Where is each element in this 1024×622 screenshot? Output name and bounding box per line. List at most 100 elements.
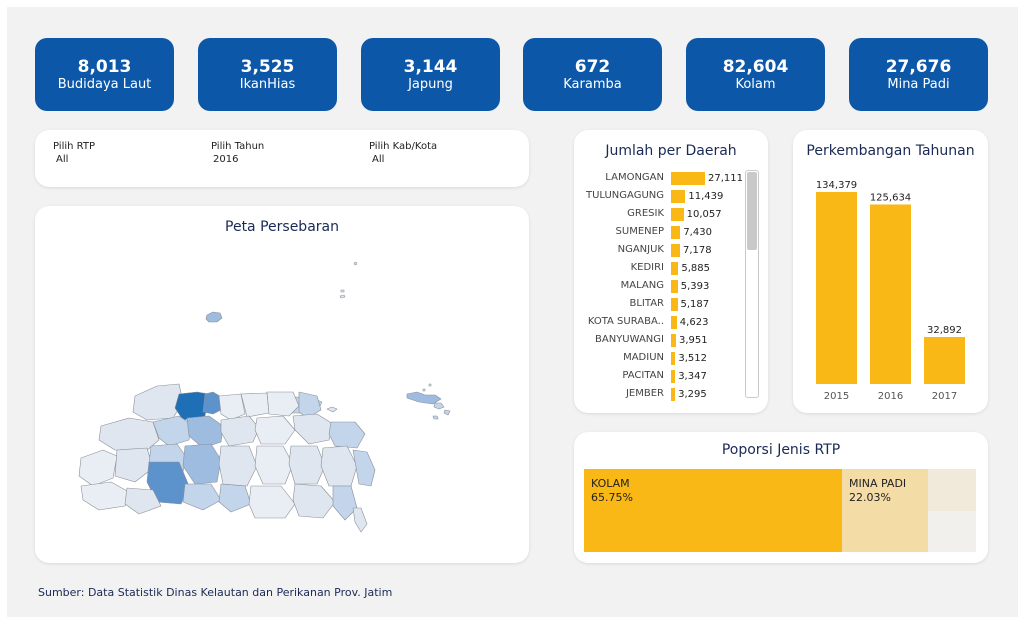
region-row[interactable]: BLITAR 5,187: [574, 296, 768, 314]
region-card: Jumlah per Daerah LAMONGAN 27,111 TULUNGAG…: [574, 130, 768, 413]
treemap-pct: 65.75%: [591, 491, 633, 504]
region-title: Jumlah per Daerah: [605, 143, 737, 159]
region-row[interactable]: KEDIRI 5,885: [574, 260, 768, 278]
treemap-card: Poporsi Jenis RTP KOLAM 65.75% MINA PADI…: [574, 432, 988, 563]
region-value: 5,187: [680, 299, 710, 310]
region-value: 5,885: [681, 263, 711, 274]
kpi-label: Mina Padi: [887, 77, 950, 92]
year-tick-label: 2016: [878, 391, 903, 402]
region-bar: [671, 262, 679, 275]
year-tick-label: 2015: [824, 391, 849, 402]
year-bar[interactable]: [870, 204, 911, 384]
region-name: MALANG: [620, 280, 664, 291]
kpi-card-ikanhias[interactable]: 3,525 IkanHias: [198, 38, 337, 111]
kpi-label: Karamba: [563, 77, 622, 92]
region-bar: [671, 190, 686, 203]
region-name: KOTA SURABA..: [587, 316, 664, 327]
region-row[interactable]: MADIUN 3,512: [574, 350, 768, 368]
kpi-label: Kolam: [735, 77, 776, 92]
year-bar-label: 134,379: [816, 180, 857, 191]
region-bar: [671, 370, 676, 383]
region-name: MADIUN: [623, 352, 664, 363]
region-value: 10,057: [686, 209, 722, 220]
year-bar-label: 32,892: [927, 325, 962, 336]
kpi-value: 3,525: [240, 57, 295, 77]
filter-panel: Pilih RTP All Pilih Tahun 2016 Pilih Kab…: [35, 130, 529, 187]
region-name: BLITAR: [629, 298, 664, 309]
treemap-tile-other-2[interactable]: [928, 511, 976, 552]
region-row[interactable]: KOTA SURABA.. 4,623: [574, 314, 768, 332]
filter-tahun-label: Pilih Tahun: [211, 141, 265, 152]
region-row[interactable]: MALANG 5,393: [574, 278, 768, 296]
kpi-value: 672: [574, 57, 611, 77]
region-bar: [671, 352, 676, 365]
filter-kab-label: Pilih Kab/Kota: [369, 141, 438, 152]
region-bar: [671, 244, 680, 257]
region-row[interactable]: SUMENEP 7,430: [574, 224, 768, 242]
kpi-card-mina-padi[interactable]: 27,676 Mina Padi: [849, 38, 988, 111]
region-row[interactable]: JEMBER 3,295: [574, 386, 768, 404]
region-row[interactable]: BANYUWANGI 3,951: [574, 332, 768, 350]
kpi-card-budidaya-laut[interactable]: 8,013 Budidaya Laut: [35, 38, 174, 111]
region-row[interactable]: LAMONGAN 27,111: [574, 170, 768, 188]
region-bar: [671, 334, 676, 347]
choropleth-map[interactable]: [35, 206, 529, 563]
region-row[interactable]: PACITAN 3,347: [574, 368, 768, 386]
map-title: Peta Persebaran: [225, 219, 339, 235]
region-bar: [671, 172, 705, 185]
region-row[interactable]: NGANJUK 7,178: [574, 242, 768, 260]
region-name: KEDIRI: [630, 262, 664, 273]
region-name: PACITAN: [622, 370, 664, 381]
filter-rtp-label: Pilih RTP: [53, 141, 96, 152]
yearly-chart-card: Perkembangan Tahunan 134,379 2015 125,634 2…: [793, 130, 988, 413]
region-value: 7,178: [683, 245, 712, 256]
filter-kab[interactable]: Pilih Kab/Kota All: [369, 140, 437, 166]
region-name: SUMENEP: [615, 226, 664, 237]
kpi-value: 8,013: [77, 57, 132, 77]
year-bar[interactable]: [816, 192, 857, 384]
region-value: 27,111: [708, 173, 743, 184]
treemap-tile-other-1[interactable]: [928, 469, 976, 511]
year-bar-label: 125,634: [870, 192, 911, 203]
treemap-label: MINA PADI: [849, 477, 907, 490]
map-card: Peta Persebaran: [35, 206, 529, 563]
kpi-card-karamba[interactable]: 672 Karamba: [523, 38, 662, 111]
filter-rtp-value: All: [56, 154, 69, 165]
region-name: BANYUWANGI: [595, 334, 664, 345]
region-name: GRESIK: [627, 208, 664, 219]
region-bar: [671, 316, 677, 329]
region-value: 3,951: [678, 335, 708, 346]
region-value: 11,439: [688, 191, 724, 202]
treemap-tile-kolam[interactable]: KOLAM 65.75%: [584, 469, 842, 552]
kpi-card-kolam[interactable]: 82,604 Kolam: [686, 38, 825, 111]
kpi-card-japung[interactable]: 3,144 Japung: [361, 38, 500, 111]
region-scrollbar[interactable]: [745, 170, 759, 398]
region-name: TULUNGAGUNG: [585, 190, 664, 201]
kpi-value: 82,604: [722, 57, 789, 77]
kpi-label: Budidaya Laut: [57, 77, 152, 92]
region-row[interactable]: GRESIK 10,057: [574, 206, 768, 224]
kpi-label: IkanHias: [239, 77, 296, 92]
region-name: JEMBER: [625, 388, 664, 399]
region-scrollbar-thumb[interactable]: [747, 172, 757, 250]
region-value: 3,347: [678, 371, 707, 382]
region-value: 4,623: [679, 317, 709, 328]
kpi-value: 27,676: [885, 57, 952, 77]
filter-kab-value: All: [372, 154, 385, 165]
region-name: NGANJUK: [617, 244, 664, 255]
region-bar: [671, 388, 676, 401]
treemap-tile-mina-padi[interactable]: MINA PADI 22.03%: [842, 469, 928, 552]
region-bar: [671, 226, 681, 239]
source-note: Sumber: Data Statistik Dinas Kelautan da…: [38, 586, 393, 599]
region-bar: [671, 298, 678, 311]
yearly-chart-title: Perkembangan Tahunan: [806, 143, 975, 159]
yearly-bar-chart[interactable]: 134,379 2015 125,634 2016 32,892 2017: [793, 130, 988, 413]
filter-tahun[interactable]: Pilih Tahun 2016: [211, 140, 264, 166]
treemap-pct: 22.03%: [849, 491, 891, 504]
region-value: 5,393: [680, 281, 710, 292]
region-row[interactable]: TULUNGAGUNG 11,439: [574, 188, 768, 206]
filter-rtp[interactable]: Pilih RTP All: [53, 140, 95, 166]
region-value: 7,430: [683, 227, 712, 238]
region-bar: [671, 208, 684, 221]
year-bar[interactable]: [924, 337, 965, 384]
